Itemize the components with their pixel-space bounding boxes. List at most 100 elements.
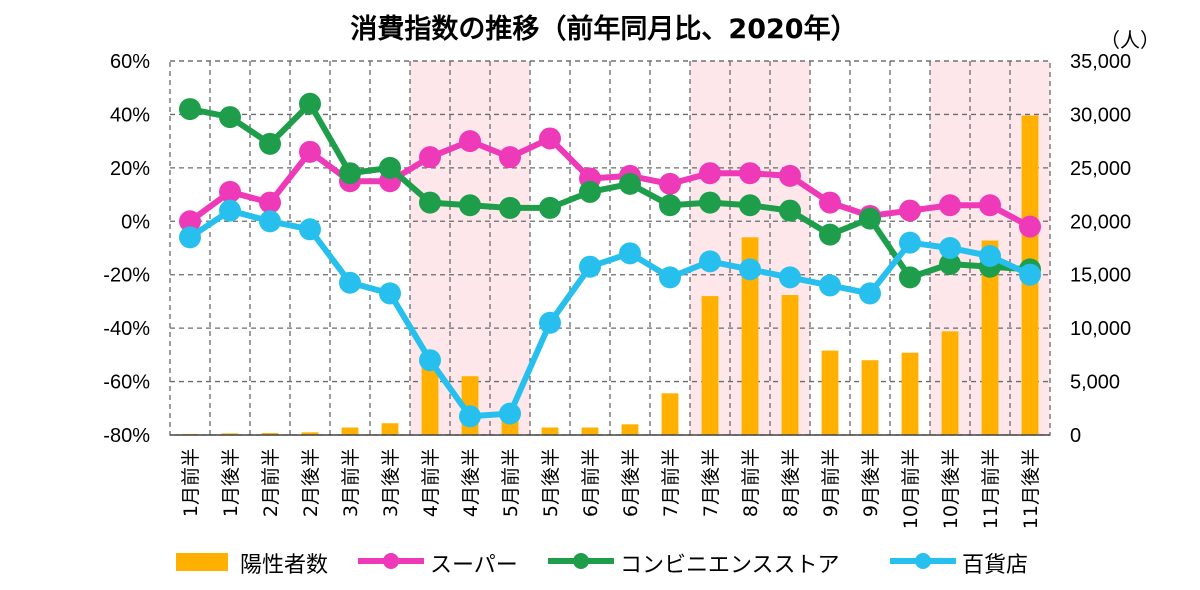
left-axis-tick-label: 40% (110, 104, 150, 126)
legend-marker-convenience (573, 553, 589, 569)
series-point-2 (299, 218, 321, 241)
series-point-0 (819, 191, 841, 214)
left-axis-tick-label: -80% (103, 425, 150, 447)
x-axis-category-label: 9月前半 (820, 448, 842, 517)
right-axis-tick-label: 35,000 (1070, 51, 1131, 73)
x-axis-category-label: 2月後半 (300, 448, 322, 517)
series-point-0 (499, 146, 521, 169)
series-point-0 (179, 210, 201, 233)
left-axis-tick-label: 0% (121, 211, 150, 233)
line-series (179, 92, 1041, 428)
series-line-0 (188, 135, 1032, 230)
bar-positives (661, 393, 679, 435)
series-point-0 (739, 162, 761, 185)
series-point-2 (939, 237, 961, 259)
series-point-2 (1019, 263, 1041, 286)
left-axis-tick-label: -40% (103, 318, 150, 340)
series-point-1 (539, 196, 561, 219)
bar-positives (381, 423, 399, 435)
x-axis-category-label: 8月前半 (740, 448, 762, 517)
series-point-1 (579, 180, 601, 203)
chart-title: 消費指数の推移（前年同月比、2020年） (350, 13, 857, 45)
series-point-0 (259, 191, 281, 214)
bar-positives (621, 424, 639, 435)
series-line-2 (188, 207, 1032, 420)
series-point-2 (779, 266, 801, 289)
series-point-1 (619, 172, 641, 195)
x-axis-category-label: 3月前半 (340, 448, 362, 517)
legend-swatch-positives (176, 553, 228, 571)
series-point-2 (579, 255, 601, 278)
series-point-1 (819, 223, 841, 246)
left-axis-tick-label: -20% (103, 265, 150, 287)
series-point-1 (459, 194, 481, 217)
bar-series-positives (181, 115, 1039, 436)
left-axis-tick-label: -60% (103, 372, 150, 394)
legend-label-positives: 陽性者数 (240, 553, 328, 578)
bar-positives (421, 360, 439, 435)
series-line-1 (189, 100, 1031, 281)
series-point-1 (419, 191, 441, 214)
right-axis-tick-label: 10,000 (1070, 318, 1131, 340)
series-point-1 (339, 162, 361, 185)
legend-label-department: 百貨店 (962, 553, 1028, 578)
legend-label-convenience: コンビニエンスストア (620, 553, 840, 578)
series-point-2 (499, 402, 521, 425)
series-point-1 (739, 194, 761, 217)
x-axis-category-label: 2月前半 (260, 448, 282, 517)
x-axis-category-label: 4月後半 (460, 448, 482, 517)
series-point-1 (219, 106, 241, 129)
right-axis-tick-label: 25,000 (1070, 158, 1131, 180)
legend-marker-supermarket (383, 553, 399, 569)
bar-positives (741, 237, 759, 435)
right-axis-tick-label: 15,000 (1070, 265, 1131, 287)
bar-positives (701, 296, 719, 435)
series-point-0 (979, 194, 1001, 217)
x-axis-category-label: 10月後半 (940, 448, 962, 529)
series-point-0 (939, 194, 961, 217)
series-point-2 (739, 258, 761, 281)
bar-positives (541, 427, 559, 435)
bar-positives (821, 350, 839, 435)
series-point-1 (899, 266, 921, 289)
x-axis-category-label: 10月前半 (900, 448, 922, 529)
series-point-1 (299, 92, 321, 115)
bar-positives (941, 331, 959, 435)
x-axis-category-label: 7月後半 (700, 448, 722, 517)
bar-positives (861, 360, 879, 435)
series-point-1 (379, 156, 401, 179)
series-point-1 (699, 191, 721, 214)
series-point-0 (899, 199, 921, 222)
x-axis-category-label: 11月前半 (980, 448, 1002, 529)
series-point-1 (939, 253, 961, 276)
series-point-2 (859, 282, 881, 305)
x-axis-category-label: 3月後半 (380, 448, 402, 517)
bar-positives (781, 295, 799, 435)
series-point-2 (219, 199, 241, 222)
bar-positives (261, 433, 279, 435)
bar-positives (901, 352, 919, 435)
right-axis-tick-label: 5,000 (1070, 372, 1120, 394)
axes: 60% 40% 20% 0% -20% -40% -60% -80% 35,000 30,000 2… (103, 51, 1131, 529)
series-point-0 (1019, 215, 1041, 238)
legend: 陽性者数 スーパー コンビニエンスストア 百貨店 (176, 553, 1028, 578)
x-axis-category-label: 1月後半 (220, 448, 242, 517)
x-axis-category-label: 7月前半 (660, 448, 682, 517)
bar-positives (581, 427, 599, 435)
bar-positives (341, 427, 359, 435)
series-point-1 (499, 196, 521, 219)
series-point-2 (379, 282, 401, 305)
right-axis-tick-label: 20,000 (1070, 211, 1131, 233)
series-point-2 (619, 242, 641, 265)
series-point-2 (699, 250, 721, 273)
series-point-0 (779, 164, 801, 187)
series-point-2 (659, 266, 681, 289)
x-axis-category-label: 4月前半 (420, 448, 442, 517)
series-point-1 (259, 132, 281, 155)
series-point-0 (219, 180, 241, 203)
x-axis-category-label: 11月後半 (1020, 448, 1042, 529)
bar-positives (221, 433, 239, 435)
right-axis-tick-label: 30,000 (1070, 104, 1131, 126)
series-point-0 (699, 162, 721, 185)
